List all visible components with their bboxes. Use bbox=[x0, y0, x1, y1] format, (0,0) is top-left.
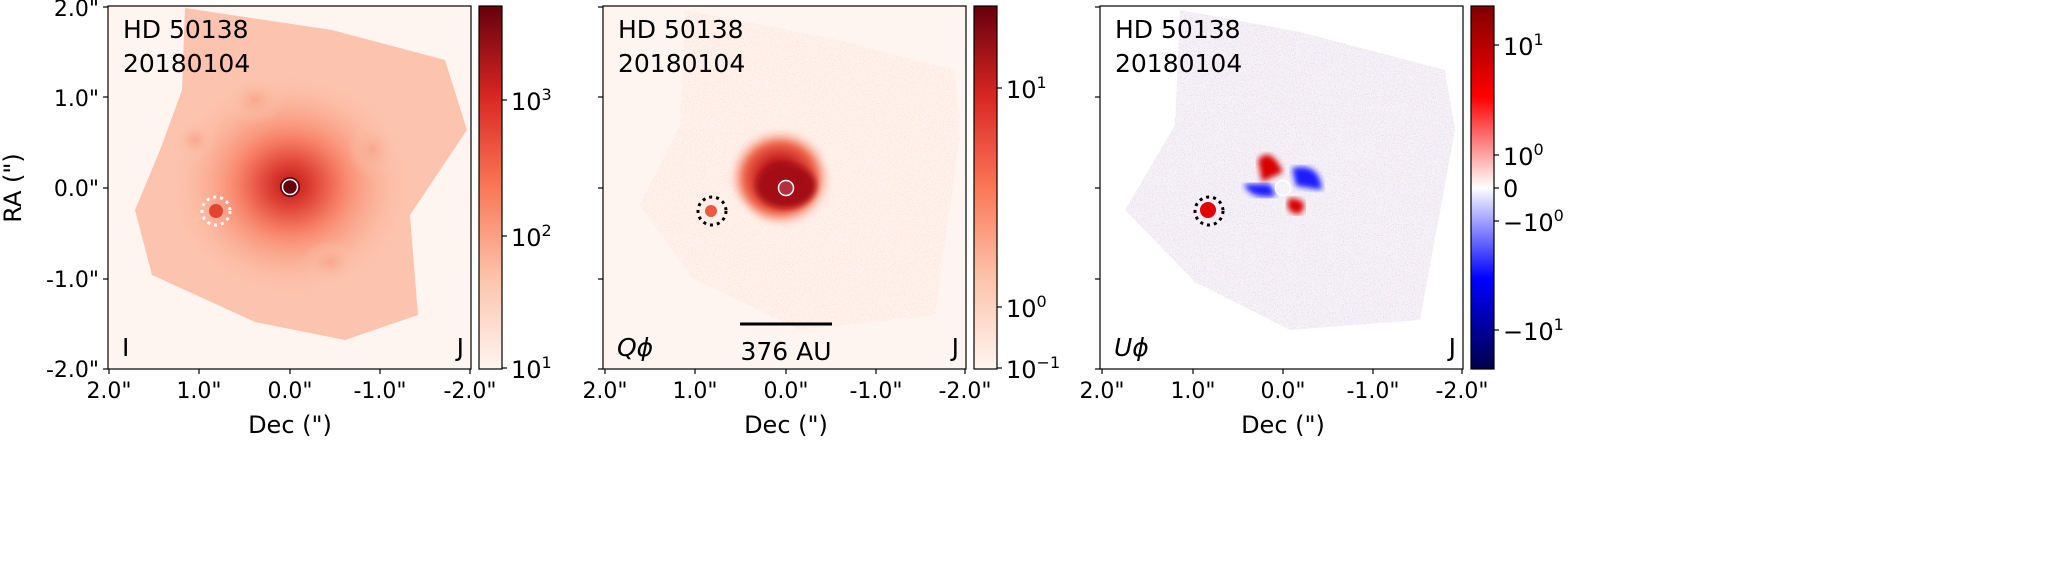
panel-stokes-uphi: HD 50138 20180104 Uϕ J 2.0" 1.0" 0.0" -1… bbox=[1079, 5, 1564, 439]
x-tick-label: 2.0" bbox=[86, 379, 131, 404]
panel-qphi-colorbar: 101 100 10−1 bbox=[973, 5, 1060, 384]
colorbar-tick-label: 0 bbox=[1503, 175, 1518, 203]
panel-i-image bbox=[135, 8, 467, 340]
quadrant-negative bbox=[1292, 166, 1322, 190]
panel-qphi-star-label: HD 50138 bbox=[618, 15, 744, 44]
panel-qphi-y-ticks bbox=[598, 6, 603, 370]
colorbar-tick-label: −100 bbox=[1503, 206, 1564, 237]
speckle-blob bbox=[225, 76, 285, 124]
x-tick-label: -2.0" bbox=[443, 379, 496, 404]
star-position-marker bbox=[777, 179, 795, 197]
scale-bar-label: 376 AU bbox=[740, 337, 831, 366]
x-tick-label: 0.0" bbox=[1260, 379, 1305, 404]
speckle-blob bbox=[173, 120, 217, 160]
colorbar-gradient bbox=[973, 5, 998, 370]
panel-i-x-ticks bbox=[108, 369, 471, 374]
panel-i-colorbar: 103 102 101 bbox=[478, 5, 552, 384]
y-tick-label: 1.0" bbox=[54, 87, 99, 112]
x-tick-label: -1.0" bbox=[353, 379, 406, 404]
colorbar-tick-label: 10−1 bbox=[1006, 353, 1060, 384]
speckle-blob bbox=[347, 122, 397, 178]
y-axis-label: RA (") bbox=[0, 153, 27, 223]
x-tick-label: -1.0" bbox=[1346, 379, 1399, 404]
panel-i-y-ticks bbox=[103, 6, 108, 370]
y-tick-label: 0.0" bbox=[54, 177, 99, 202]
x-axis-label: Dec (") bbox=[744, 411, 828, 439]
colorbar-tick-label: 101 bbox=[1503, 30, 1544, 61]
x-tick-label: 0.0" bbox=[267, 379, 312, 404]
colorbar-gradient bbox=[478, 5, 503, 370]
y-tick-label: -2.0" bbox=[46, 358, 99, 383]
x-axis-label: Dec (") bbox=[1241, 411, 1325, 439]
companion-source bbox=[1200, 202, 1216, 218]
y-tick-label: 2.0" bbox=[54, 0, 99, 22]
polarized-core bbox=[756, 164, 816, 208]
colorbar-tick-label: 100 bbox=[1006, 292, 1047, 323]
companion-marker bbox=[1193, 195, 1225, 227]
y-tick-label: -1.0" bbox=[46, 268, 99, 293]
panel-qphi-x-ticks bbox=[604, 369, 966, 374]
panel-uphi-stokes-label: Uϕ bbox=[1114, 333, 1149, 362]
colorbar-tick-label: −101 bbox=[1503, 315, 1564, 346]
panel-uphi-star-label: HD 50138 bbox=[1115, 15, 1241, 44]
colorbar-tick-label: 101 bbox=[511, 353, 552, 384]
panel-i-star-label: HD 50138 bbox=[123, 15, 249, 44]
colorbar-tick-label: 101 bbox=[1006, 73, 1047, 104]
x-axis-label: Dec (") bbox=[248, 411, 332, 439]
panel-uphi-date-label: 20180104 bbox=[1115, 49, 1242, 78]
panel-uphi-y-ticks bbox=[1095, 6, 1100, 370]
x-tick-label: 2.0" bbox=[1079, 379, 1124, 404]
panel-qphi-image bbox=[640, 10, 960, 330]
x-tick-label: -2.0" bbox=[1435, 379, 1488, 404]
star-position-marker bbox=[1274, 179, 1292, 197]
panel-qphi-band-label: J bbox=[950, 333, 959, 362]
quadrant-negative bbox=[1244, 184, 1276, 197]
panel-stokes-i: HD 50138 20180104 I J RA (") 2.0" 1.0" 0… bbox=[0, 0, 552, 439]
x-tick-label: 1.0" bbox=[176, 379, 221, 404]
x-tick-label: 1.0" bbox=[672, 379, 717, 404]
panel-uphi-band-label: J bbox=[1447, 333, 1456, 362]
x-tick-label: 1.0" bbox=[1170, 379, 1215, 404]
star-position-marker bbox=[281, 178, 299, 196]
panel-stokes-qphi: HD 50138 20180104 Qϕ 376 AU J 2.0" 1.0" … bbox=[582, 5, 1060, 439]
companion-source bbox=[705, 205, 717, 217]
colorbar-tick-label: 100 bbox=[1503, 140, 1544, 171]
x-tick-label: 2.0" bbox=[582, 379, 627, 404]
colorbar-gradient bbox=[1470, 5, 1495, 370]
panel-qphi-stokes-label: Qϕ bbox=[617, 333, 653, 362]
x-tick-label: 0.0" bbox=[763, 379, 808, 404]
panel-qphi-date-label: 20180104 bbox=[618, 49, 745, 78]
panel-i-stokes-label: I bbox=[122, 333, 129, 362]
x-tick-label: -2.0" bbox=[938, 379, 991, 404]
colorbar-tick-label: 103 bbox=[511, 85, 552, 116]
companion-marker bbox=[200, 195, 232, 227]
panel-uphi-colorbar: 101 100 0 −100 −101 bbox=[1470, 5, 1564, 370]
panel-i-date-label: 20180104 bbox=[123, 49, 250, 78]
panel-i-band-label: J bbox=[455, 333, 464, 362]
x-tick-label: -1.0" bbox=[849, 379, 902, 404]
panel-uphi-x-ticks bbox=[1101, 369, 1463, 374]
companion-marker bbox=[696, 195, 728, 227]
speckle-blob bbox=[302, 240, 358, 284]
companion-source bbox=[209, 204, 223, 218]
colorbar-tick-label: 102 bbox=[511, 221, 552, 252]
quadrant-positive bbox=[1258, 154, 1283, 182]
quadrant-positive bbox=[1287, 198, 1305, 214]
